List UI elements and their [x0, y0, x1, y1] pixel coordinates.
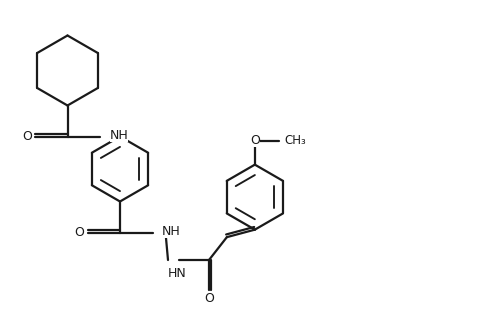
- Text: CH₃: CH₃: [284, 134, 306, 147]
- Text: O: O: [249, 134, 259, 147]
- Text: HN: HN: [167, 267, 186, 280]
- Text: O: O: [75, 226, 84, 239]
- Text: O: O: [204, 291, 213, 305]
- Text: NH: NH: [109, 129, 128, 142]
- Text: O: O: [22, 130, 32, 143]
- Text: NH: NH: [162, 225, 181, 238]
